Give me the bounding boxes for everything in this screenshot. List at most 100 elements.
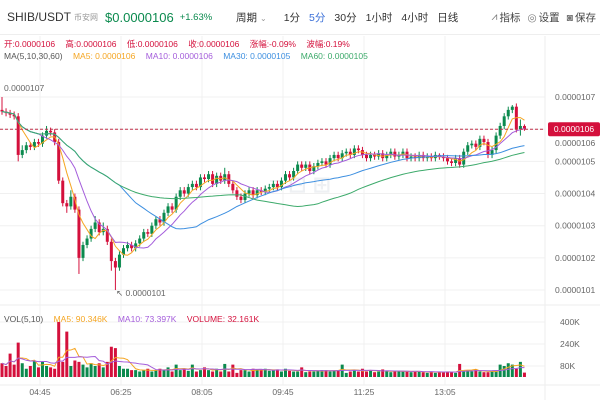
volume-bar [45,365,49,377]
candle-body [267,187,271,189]
volume-bar [437,371,441,377]
ma60-line [1,111,525,208]
volume-bar [296,371,300,377]
price-tick-label: 0.0000107 [555,92,595,102]
volume-bar [482,372,486,377]
ma-title: MA(5,10,30,60) [4,51,63,61]
candle-body [239,196,243,200]
header: SHIB/USDT 币安网 $0.0000106 +1.63% [0,0,600,35]
volume-bar [65,331,69,377]
candle-body [417,154,421,159]
volume-bar [417,371,421,377]
candle-body [397,154,401,157]
volume-bar [344,372,348,377]
candle-body [41,135,44,144]
period-dropdown[interactable]: 周期 ⌄ [236,10,275,25]
high-value: 高:0.0000106 [65,39,117,49]
volume-bar [494,370,498,377]
volume-bar [219,371,223,377]
candle-body [429,156,433,159]
candle-body [458,158,462,165]
volume-bar [478,371,482,377]
candle-body [360,150,364,155]
candle-body [304,164,308,168]
candle-body [348,151,352,155]
indicators-button[interactable]: ⩘ 指标 [492,10,521,25]
volume-bar [154,370,158,377]
period-4h[interactable]: 4小时 [401,12,429,24]
volume-bar [263,368,267,377]
settings-button[interactable]: ◎ 设置 [527,10,559,25]
ma30-value: MA30: 0.0000105 [223,51,291,61]
exchange-label: 币安网 [74,12,99,22]
volume-bar [223,363,227,377]
volume-bar [332,370,336,377]
camera-icon: ◙ [566,11,573,24]
volume-bar [73,360,77,377]
volume-tick-label: 80K [560,361,575,371]
candle-body [288,174,292,178]
period-1h[interactable]: 1小时 [365,12,393,24]
volume-bar [340,364,344,377]
period-1d[interactable]: 日线 [437,12,459,24]
candle-body [57,142,61,181]
candle-body [223,174,227,181]
period-30m[interactable]: 30分 [334,12,357,24]
volume-bar [466,370,470,377]
volume-bar [324,370,328,377]
volume-bar [490,371,494,377]
volume-bar [186,370,190,377]
candle-body [271,183,275,188]
price-tick-label: 0.0000106 [555,138,595,148]
candle-body [4,111,8,114]
volume-bar [506,363,510,377]
volume-bar [312,371,316,377]
candle-body [174,196,178,210]
candle-body [275,183,279,188]
volume-bar [85,367,89,377]
change-value: 涨幅:-0.09% [249,39,296,49]
candle-body [482,138,486,143]
chevron-down-icon: ⌄ [260,14,267,23]
watermark: ≡ ⊟ ⊞ [269,172,331,197]
volume-bar [441,372,445,377]
candle-body [166,206,170,213]
volume-bar [462,371,466,377]
volume-bar [381,369,385,377]
candle-body [178,190,182,197]
volume-bar [61,361,65,377]
ma30-line [1,111,525,230]
price-tick-label: 0.0000102 [555,253,595,263]
save-button[interactable]: ◙ 保存 [567,10,596,25]
amplitude-value: 波幅:0.19% [306,39,350,49]
volume-bar [182,368,186,377]
volume-bar [328,371,332,377]
ma10-value: MA10: 0.0000106 [145,51,213,61]
volume-bar [32,360,36,377]
period-1m[interactable]: 1分 [283,12,301,24]
volume-bar [446,371,449,377]
candle-body [490,150,494,155]
candle-body [146,232,150,234]
volume-bar [522,372,526,377]
volume-bar [433,372,437,377]
price-tick-label: 0.0000104 [555,189,595,199]
candle-body [494,135,498,151]
candle-body [109,241,113,262]
current-price-badge [548,122,600,137]
volume-bar [93,365,97,377]
candle-body [227,174,231,184]
candle-body [506,109,510,117]
volume-bar [271,370,275,377]
candle-body [117,254,121,268]
time-tick-label: 13:05 [434,387,456,397]
candle-body [89,228,93,239]
ma5-value: MA5: 0.0000106 [72,51,136,61]
volume-bar [53,368,57,377]
period-5m[interactable]: 5分 [309,12,326,24]
volume-bar [215,368,219,377]
candle-body [150,225,154,234]
candle-body [450,161,454,163]
volume-bar [81,364,85,377]
symbol[interactable]: SHIB/USDT [7,10,72,24]
